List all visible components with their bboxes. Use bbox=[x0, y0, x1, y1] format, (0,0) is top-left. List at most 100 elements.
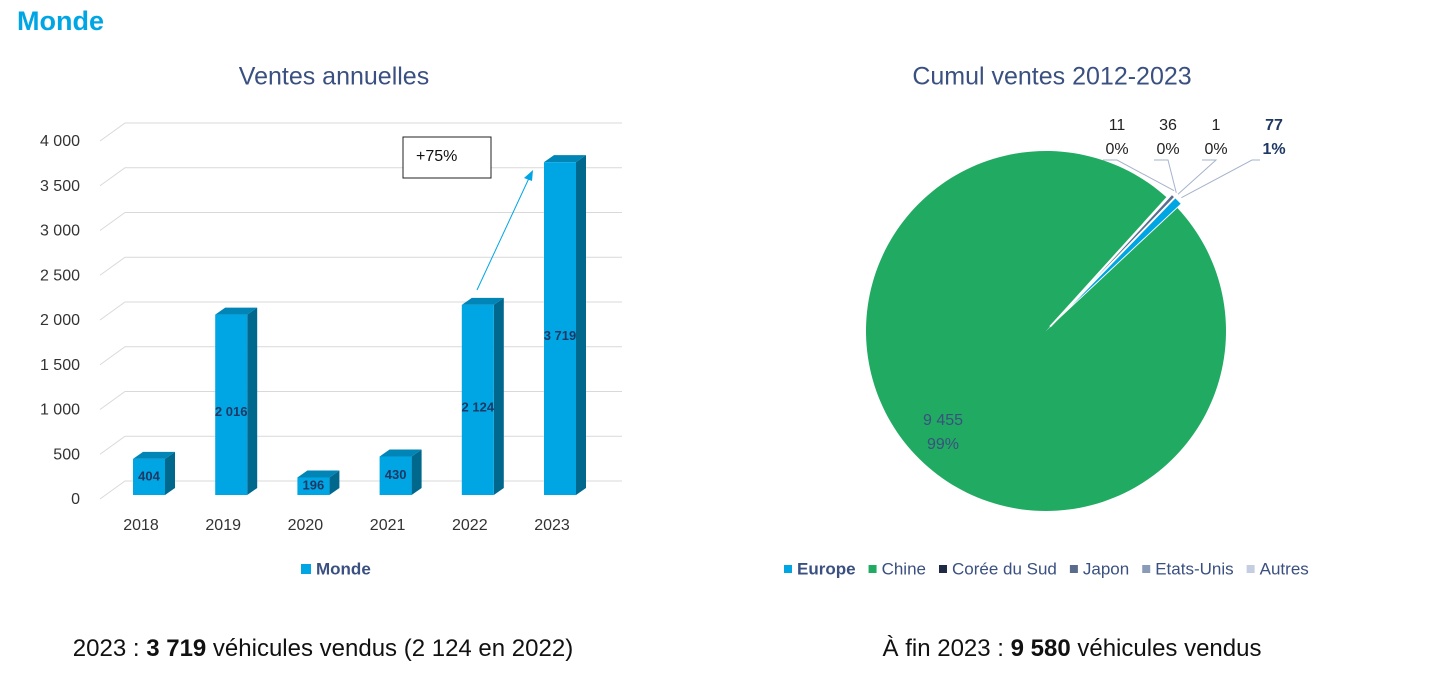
bar-side bbox=[576, 155, 586, 495]
caption-text: véhicules vendus (2 124 en 2022) bbox=[206, 635, 573, 662]
annotation-box bbox=[402, 136, 492, 179]
bar bbox=[133, 451, 175, 495]
y-tick-label: 3 500 bbox=[40, 178, 80, 195]
x-tick-label: 2022 bbox=[452, 517, 488, 534]
x-tick-label: 2023 bbox=[534, 517, 570, 534]
data-label: 196 bbox=[303, 478, 325, 493]
grid-line bbox=[99, 256, 622, 276]
x-tick-label: 2021 bbox=[370, 517, 406, 534]
arrow-head bbox=[524, 170, 533, 181]
legend-label: Chine bbox=[882, 559, 926, 578]
leader-line bbox=[1181, 159, 1260, 199]
legend-swatch bbox=[301, 564, 311, 574]
leader-line bbox=[1154, 159, 1177, 193]
grid-line bbox=[99, 122, 622, 142]
bar bbox=[215, 307, 258, 495]
legend-swatch bbox=[1142, 565, 1151, 573]
percent-label: 0% bbox=[1105, 141, 1128, 158]
data-label: 9 455 bbox=[923, 412, 963, 429]
grid-line bbox=[99, 391, 622, 410]
annotation-arrow bbox=[476, 175, 531, 291]
x-tick-label: 2020 bbox=[288, 517, 324, 534]
legend-label: Monde bbox=[316, 559, 371, 578]
legend-swatch bbox=[784, 565, 792, 573]
caption: 2023 : 3 719 véhicules vendus (2 124 en … bbox=[73, 635, 573, 662]
percent-label: 0% bbox=[1156, 141, 1179, 158]
caption-number: 9 580 bbox=[1011, 635, 1071, 662]
y-tick-label: 1 500 bbox=[40, 357, 80, 374]
legend-swatch bbox=[1069, 565, 1078, 573]
data-label: 2 124 bbox=[462, 399, 495, 414]
grid-line bbox=[99, 212, 622, 231]
grid-line bbox=[99, 167, 622, 187]
data-label: 1 bbox=[1212, 117, 1221, 134]
legend-swatch bbox=[1246, 565, 1255, 573]
bar-top bbox=[544, 155, 586, 163]
caption-text: À fin 2023 : bbox=[883, 635, 1011, 662]
y-tick-label: 4 000 bbox=[40, 133, 80, 150]
page-title: Monde bbox=[17, 6, 104, 36]
percent-label: 99% bbox=[927, 436, 959, 453]
bar-side bbox=[411, 449, 422, 495]
grid-line bbox=[99, 301, 622, 321]
y-tick-label: 2 000 bbox=[40, 312, 80, 329]
y-tick-label: 2 500 bbox=[40, 267, 80, 284]
bar-top bbox=[133, 451, 175, 459]
bar-top bbox=[215, 307, 258, 315]
bar-top bbox=[379, 449, 422, 457]
bar-side bbox=[493, 297, 504, 495]
grid-line bbox=[99, 435, 622, 455]
bar bbox=[461, 297, 504, 495]
legend-label: Japon bbox=[1083, 559, 1129, 578]
legend-label: Europe bbox=[797, 559, 856, 578]
y-tick-label: 500 bbox=[53, 446, 80, 463]
percent-label: 1% bbox=[1262, 141, 1285, 158]
caption-text: 2023 : bbox=[73, 635, 146, 662]
legend-label: Corée du Sud bbox=[952, 559, 1057, 578]
legend-swatch bbox=[938, 565, 947, 573]
grid-line bbox=[99, 346, 622, 366]
chart-title: Ventes annuelles bbox=[239, 63, 429, 91]
bar bbox=[379, 449, 422, 495]
bar-front bbox=[297, 477, 330, 495]
y-tick-label: 1 000 bbox=[40, 402, 80, 419]
legend-swatch bbox=[868, 565, 877, 573]
bar-front bbox=[215, 314, 248, 495]
caption-number: 3 719 bbox=[146, 635, 206, 662]
bar bbox=[544, 155, 586, 495]
legend-label: Autres bbox=[1260, 559, 1309, 578]
y-tick-label: 3 000 bbox=[40, 223, 80, 240]
bar-front bbox=[461, 304, 494, 495]
data-label: 3 719 bbox=[544, 328, 577, 343]
y-tick-label: 0 bbox=[71, 491, 80, 508]
percent-label: 0% bbox=[1204, 141, 1227, 158]
data-label: 11 bbox=[1109, 117, 1126, 134]
bar-top bbox=[461, 297, 504, 305]
leader-line bbox=[1103, 159, 1175, 192]
bar-top bbox=[297, 470, 340, 478]
leader-line bbox=[1177, 159, 1218, 195]
bar-front bbox=[544, 162, 576, 495]
data-label: 36 bbox=[1159, 117, 1177, 134]
bar bbox=[297, 470, 340, 495]
data-label: 2 016 bbox=[215, 404, 248, 419]
bar-front bbox=[133, 458, 165, 495]
bar-front bbox=[379, 456, 412, 495]
x-tick-label: 2019 bbox=[205, 517, 241, 534]
bar-side bbox=[165, 451, 175, 495]
x-tick-label: 2018 bbox=[123, 517, 159, 534]
caption-text: véhicules vendus bbox=[1071, 635, 1262, 662]
bar-side bbox=[329, 470, 340, 495]
pie-slice bbox=[1049, 196, 1177, 328]
data-label: 430 bbox=[385, 467, 407, 482]
grid-line bbox=[99, 480, 622, 500]
annotation: +75% bbox=[416, 148, 457, 165]
legend-label: Etats-Unis bbox=[1155, 559, 1233, 578]
data-label: 77 bbox=[1265, 117, 1283, 134]
data-label: 404 bbox=[138, 468, 160, 483]
bar-side bbox=[247, 307, 258, 495]
chart-title: Cumul ventes 2012-2023 bbox=[912, 63, 1191, 91]
caption: À fin 2023 : 9 580 véhicules vendus bbox=[883, 635, 1262, 662]
pie-slice bbox=[865, 150, 1226, 511]
